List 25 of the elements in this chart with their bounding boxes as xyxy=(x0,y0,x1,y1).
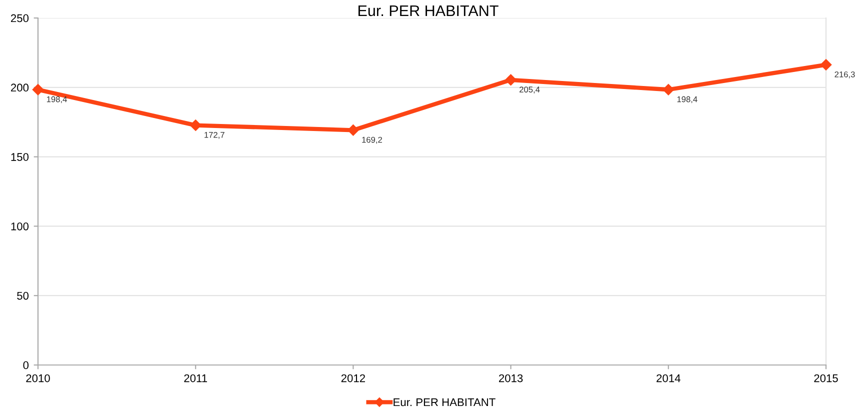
x-tick-label: 2015 xyxy=(814,374,838,382)
point xyxy=(32,84,44,96)
y-tick-label: 250 xyxy=(10,14,29,22)
data-label: 198,4 xyxy=(46,96,67,104)
x-tick-label: 2013 xyxy=(499,374,523,382)
data-label: 172,7 xyxy=(204,132,224,139)
x-tick-label: 2012 xyxy=(341,374,365,382)
point xyxy=(190,120,202,131)
point xyxy=(505,74,516,86)
y-tick-label: 150 xyxy=(11,153,29,161)
data-label: 205,4 xyxy=(520,86,540,94)
x-tick-label: 2010 xyxy=(26,374,50,382)
y-tick-label: 200 xyxy=(10,84,29,92)
x-tick-label: 2014 xyxy=(656,374,680,382)
data-label: 216,3 xyxy=(834,71,855,78)
data-label: 169,2 xyxy=(362,136,382,144)
chart-title: Eur. PER HABITANT xyxy=(358,5,498,16)
point xyxy=(820,59,832,70)
y-tick-label: 0 xyxy=(23,361,29,370)
point xyxy=(348,124,359,136)
x-tick-label: 2011 xyxy=(184,374,208,382)
legend-label: Eur. PER HABITANT xyxy=(394,398,496,406)
data-label: 198,4 xyxy=(677,96,698,104)
y-tick-label: 100 xyxy=(11,222,29,230)
y-tick-label: 50 xyxy=(17,292,29,300)
